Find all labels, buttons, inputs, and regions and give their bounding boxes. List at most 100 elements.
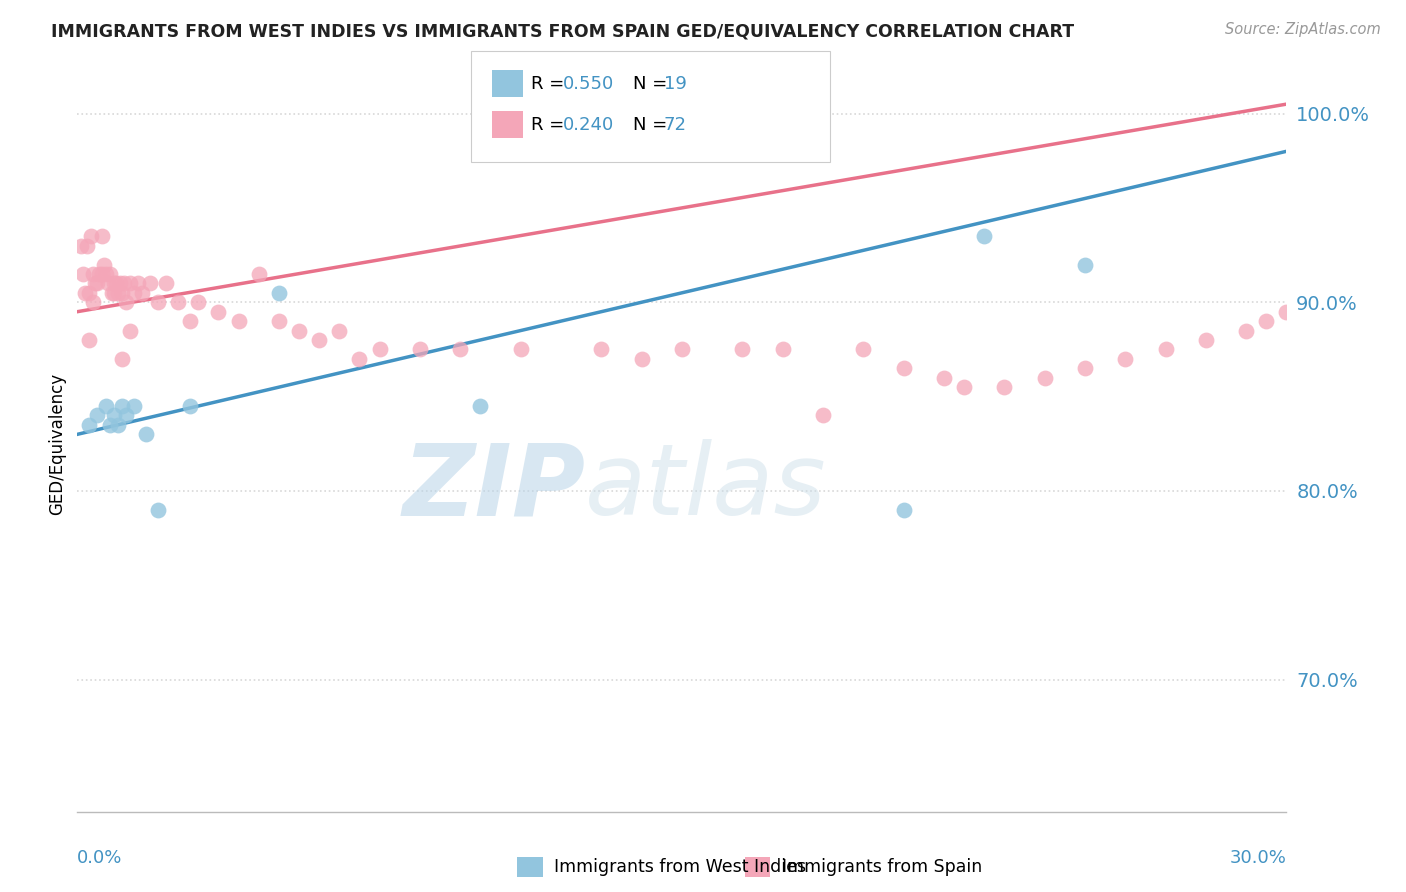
Text: R =: R = [531,116,571,134]
Point [93,258,115,272]
Point [82,267,104,281]
Point [98,417,121,432]
Point [811,409,834,423]
Text: 0.550: 0.550 [562,75,613,93]
Point [79,333,101,347]
Point [893,361,915,376]
Point [131,285,153,300]
Point [80,229,103,244]
Point [103,277,125,291]
Point [96,277,118,291]
Y-axis label: GED/Equivalency: GED/Equivalency [48,373,66,515]
Point [893,503,915,517]
Text: Immigrants from Spain: Immigrants from Spain [782,858,981,876]
Point [107,417,129,432]
Point [86,277,108,291]
Point [111,351,134,366]
Point [82,295,104,310]
Point [122,285,145,300]
Point [349,351,371,366]
Point [1074,361,1097,376]
Text: R =: R = [531,75,571,93]
Point [630,351,652,366]
Point [1033,370,1056,384]
Point [1154,343,1177,357]
Point [308,333,330,347]
Point [1275,304,1298,318]
Point [409,343,432,357]
Point [449,343,471,357]
Text: ZIP: ZIP [402,440,585,536]
Point [591,343,613,357]
Text: IMMIGRANTS FROM WEST INDIES VS IMMIGRANTS FROM SPAIN GED/EQUIVALENCY CORRELATION: IMMIGRANTS FROM WEST INDIES VS IMMIGRANT… [51,22,1074,40]
Text: Immigrants from West Indies: Immigrants from West Indies [554,858,806,876]
Point [72,267,94,281]
Point [111,285,134,300]
Point [509,343,531,357]
Point [1234,324,1257,338]
Point [267,285,290,300]
Point [772,343,794,357]
Text: Source: ZipAtlas.com: Source: ZipAtlas.com [1225,22,1381,37]
Point [146,503,169,517]
Point [731,343,754,357]
Point [84,277,107,291]
Point [288,324,311,338]
Point [671,343,693,357]
Text: 72: 72 [664,116,686,134]
Point [103,409,125,423]
Point [1195,333,1218,347]
Point [111,399,134,413]
Point [267,314,290,328]
Point [107,285,129,300]
Point [127,277,149,291]
Point [100,285,122,300]
Point [247,267,270,281]
Text: N =: N = [633,75,672,93]
Point [90,267,112,281]
Point [852,343,875,357]
Point [75,285,97,300]
Point [973,229,995,244]
Point [104,277,127,291]
Point [118,324,141,338]
Point [114,409,136,423]
Text: N =: N = [633,116,672,134]
Point [953,380,976,394]
Point [187,295,209,310]
Point [76,238,98,252]
Point [139,277,162,291]
Point [94,399,117,413]
Text: 30.0%: 30.0% [1230,848,1286,866]
Point [470,399,492,413]
Point [328,324,350,338]
Text: 0.240: 0.240 [562,116,613,134]
Point [114,295,136,310]
Point [228,314,250,328]
Point [89,267,111,281]
Text: 0.0%: 0.0% [77,848,122,866]
Point [1114,351,1136,366]
Point [146,295,169,310]
Point [94,267,117,281]
Text: 19: 19 [664,75,686,93]
Point [70,238,93,252]
Point [79,285,101,300]
Point [993,380,1015,394]
Point [1316,285,1339,300]
Text: atlas: atlas [585,440,827,536]
Point [179,314,201,328]
Point [98,267,121,281]
Point [1074,258,1097,272]
Point [179,399,201,413]
Point [207,304,229,318]
Point [103,285,125,300]
Point [90,229,112,244]
Point [112,277,135,291]
Point [122,399,145,413]
Point [118,277,141,291]
Point [108,277,131,291]
Point [932,370,955,384]
Point [167,295,190,310]
Point [155,277,177,291]
